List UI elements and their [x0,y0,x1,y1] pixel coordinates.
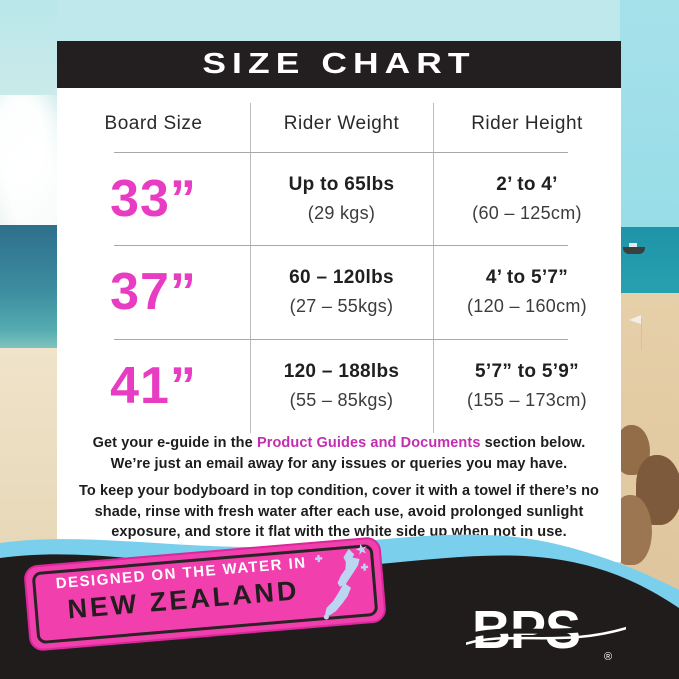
registered-mark: ® [604,651,612,663]
ocean [0,225,58,348]
table-row-41-weight: 120 – 188lbs (55 – 85kgs) [250,339,433,432]
rider-height-cm: (60 – 125cm) [472,202,582,223]
table-row-33-weight: Up to 65lbs (29 kgs) [250,152,433,245]
flag-pole [641,318,642,350]
size-chart-table: Board Size Rider Weight Rider Height 33”… [57,103,621,433]
eguide-note: Get your e-guide in the Product Guides a… [72,433,606,474]
ocean [620,227,679,293]
support-note-text: We’re just an email away for any issues … [110,455,568,472]
logo-wave-swoosh [461,625,631,647]
bps-logo: BPS ® [461,598,631,664]
rider-height-cm: (120 – 160cm) [467,296,587,316]
size-chart-panel: Board Size Rider Weight Rider Height 33”… [57,88,621,562]
bps-logo-icon: BPS ® [461,600,631,663]
rider-height-cm: (155 – 173cm) [467,389,587,410]
designed-in-nz-stamp: DESIGNED ON THE WATER IN NEW ZEALAND [23,536,387,652]
board-size-value: 33” [110,169,197,228]
rider-height-ft: 2’ to 4’ [496,173,558,195]
sky [620,0,679,227]
rider-height-ft: 4’ to 5’7” [485,267,569,288]
table-divider-vertical [433,103,434,433]
column-header-rider-height: Rider Height [471,112,583,134]
boat-icon [623,243,645,254]
table-row-37-weight: 60 – 120lbs (27 – 55kgs) [250,245,433,339]
eguide-note-text: section below. [480,435,586,451]
care-instructions: To keep your bodyboard in top condition,… [79,483,599,541]
flag-icon [629,315,641,324]
column-header-board-size: Board Size [104,112,203,134]
table-row-41-size: 41” [57,339,250,432]
page-title: SIZE CHART [202,48,476,80]
rider-weight-lbs: 120 – 188lbs [283,360,400,382]
table-divider-horizontal [114,339,568,340]
board-size-value: 41” [110,356,197,415]
rider-height-ft: 5’7” to 5’9” [475,360,579,382]
new-zealand-map-icon [314,543,369,620]
table-row-41-height: 5’7” to 5’9” (155 – 173cm) [433,339,621,432]
rider-weight-lbs: 60 – 120lbs [289,267,394,288]
table-row-33-size: 33” [57,152,250,245]
eguide-note-text: Get your e-guide in the [92,435,257,451]
size-chart-title-bar: SIZE CHART [57,41,621,88]
table-divider-horizontal [114,152,568,153]
rider-weight-kgs: (29 kgs) [307,202,376,223]
rider-weight-kgs: (55 – 85kgs) [289,389,394,410]
column-header-rider-weight: Rider Weight [283,112,400,134]
product-guides-link[interactable]: Product Guides and Documents [256,435,481,451]
table-row-33-height: 2’ to 4’ (60 – 125cm) [433,152,621,245]
table-row-37-height: 4’ to 5’7” (120 – 160cm) [433,245,621,339]
table-divider-horizontal [114,245,568,246]
rock [620,495,652,565]
care-notes: Get your e-guide in the Product Guides a… [72,433,606,550]
table-row-37-size: 37” [57,245,250,339]
rider-weight-lbs: Up to 65lbs [288,173,395,195]
rider-weight-kgs: (27 – 55kgs) [289,296,394,316]
logo-wave-cut [461,617,631,641]
table-divider-vertical [250,103,251,433]
board-size-value: 37” [110,263,197,321]
cloud [0,95,58,225]
